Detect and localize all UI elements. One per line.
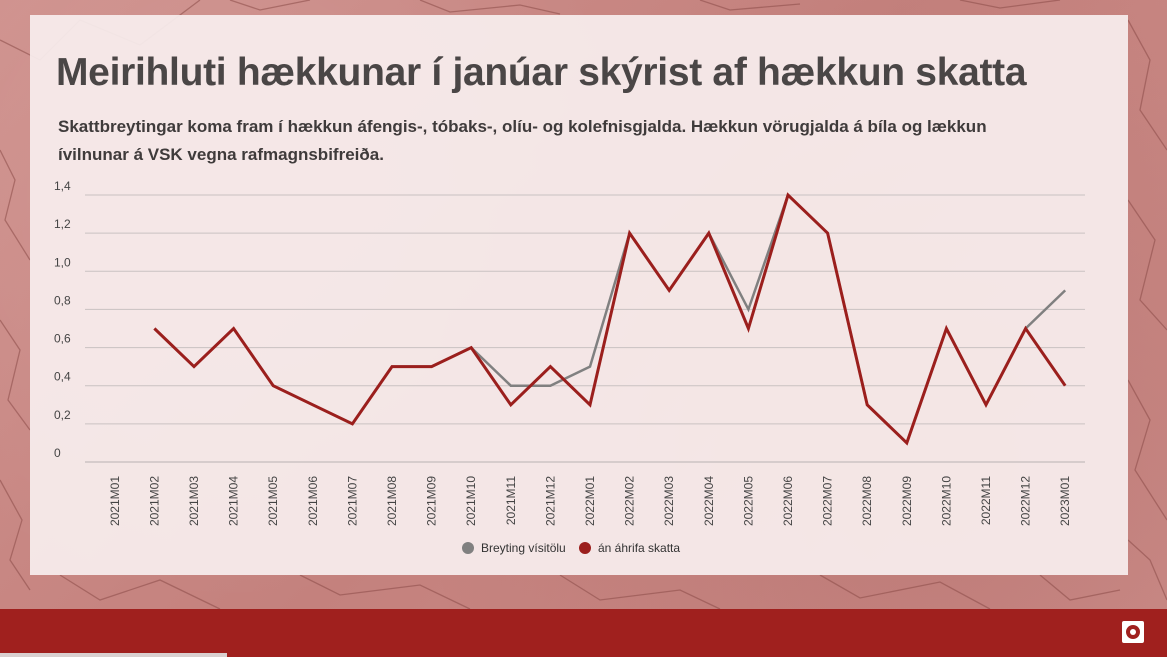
y-tick-label: 0,4 <box>54 370 71 384</box>
x-tick-label: 2021M03 <box>187 476 201 526</box>
x-tick-label: 2021M08 <box>385 476 399 526</box>
x-tick-label: 2022M01 <box>583 476 597 526</box>
y-tick-label: 0,8 <box>54 293 71 307</box>
x-tick-label: 2022M12 <box>1019 476 1033 526</box>
x-tick-label: 2021M01 <box>108 476 122 526</box>
y-tick-label: 0,2 <box>54 408 71 422</box>
footer-strip <box>0 653 227 657</box>
series-lines <box>153 192 1067 446</box>
x-tick-label: 2021M05 <box>266 476 280 526</box>
legend-marker <box>579 542 591 554</box>
legend-marker <box>462 542 474 554</box>
legend-label: án áhrifa skatta <box>598 541 680 555</box>
x-tick-label: 2021M06 <box>306 476 320 526</box>
x-tick-label: 2022M07 <box>821 476 835 526</box>
x-tick-label: 2023M01 <box>1058 476 1072 526</box>
x-tick-label: 2021M09 <box>425 476 439 526</box>
legend-label: Breyting vísitölu <box>481 541 566 555</box>
x-tick-label: 2021M10 <box>464 476 478 526</box>
chart-subtitle: Skattbreytingar koma fram í hækkun áfeng… <box>58 117 987 164</box>
seal-icon <box>1122 621 1144 643</box>
x-tick-label: 2021M12 <box>543 476 557 526</box>
x-axis-ticks: 2021M01 2021M02 2021M03 2021M04 2021M05 2021M… <box>108 476 1072 526</box>
chart-legend: Breyting vísitölu án áhrifa skatta <box>462 541 680 555</box>
x-tick-label: 2022M04 <box>702 476 716 526</box>
x-tick-label: 2022M05 <box>741 476 755 526</box>
x-tick-label: 2022M03 <box>662 476 676 526</box>
y-tick-label: 1,0 <box>54 255 71 269</box>
x-tick-label: 2021M11 <box>504 476 518 525</box>
y-tick-label: 0,6 <box>54 332 71 346</box>
grid-lines <box>85 194 1085 463</box>
x-tick-label: 2022M02 <box>623 476 637 526</box>
y-tick-label: 1,2 <box>54 217 71 231</box>
x-tick-label: 2022M06 <box>781 476 795 526</box>
x-tick-label: 2021M02 <box>147 476 161 526</box>
chart-panel: Meirihluti hækkunar í janúar skýrist af … <box>30 15 1128 575</box>
page-title: Meirihluti hækkunar í janúar skýrist af … <box>56 51 1027 94</box>
series-line-1 <box>153 192 1067 446</box>
x-tick-label: 2022M08 <box>860 476 874 526</box>
y-tick-label: 0 <box>54 446 61 460</box>
x-tick-label: 2021M04 <box>227 476 241 526</box>
x-tick-label: 2022M09 <box>900 476 914 526</box>
footer-bar <box>0 609 1167 657</box>
x-tick-label: 2022M11 <box>979 476 993 525</box>
x-tick-label: 2021M07 <box>345 476 359 526</box>
y-axis-ticks: 0 0,2 0,4 0,6 0,8 1,0 1,2 1,4 <box>54 179 71 460</box>
y-tick-label: 1,4 <box>54 179 71 193</box>
x-tick-label: 2022M10 <box>939 476 953 526</box>
